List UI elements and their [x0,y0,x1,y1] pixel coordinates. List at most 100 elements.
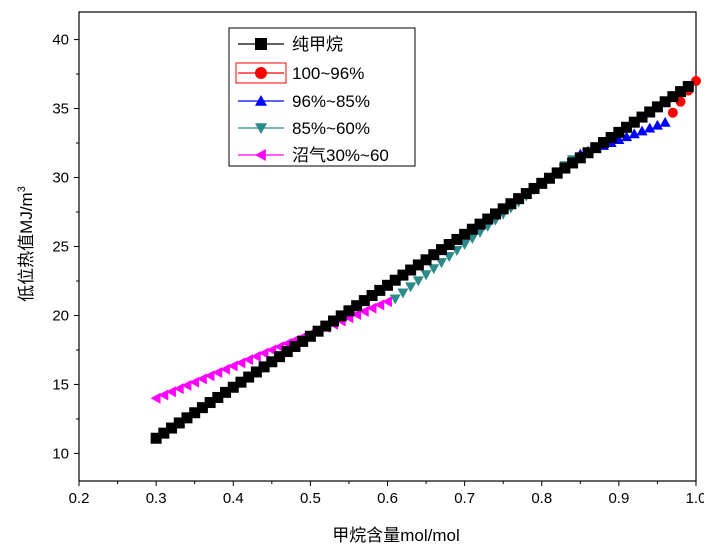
data-point [281,346,293,358]
data-point [435,244,447,256]
y-tick-label: 30 [52,170,69,187]
x-tick-label: 0.6 [377,490,398,507]
data-point [667,107,678,118]
data-point [181,412,193,424]
data-point [451,233,463,245]
data-point [528,182,540,194]
x-tick-label: 0.2 [69,490,90,507]
data-point [266,344,277,356]
data-point [428,249,440,261]
data-point [659,116,671,127]
legend-marker [255,123,267,134]
data-point [243,371,255,383]
data-point [266,356,278,368]
data-point [628,116,640,128]
data-point [220,386,232,398]
data-point [212,391,224,403]
data-point [243,354,254,366]
data-point [343,305,355,317]
x-axis-title: 甲烷含量mol/mol [332,526,460,545]
data-point [574,152,586,164]
x-tick-label: 1.0 [686,490,704,507]
data-point [235,376,247,388]
data-point [397,288,409,299]
data-point [389,294,401,305]
axis-ticks: 0.2 0.3 0.4 0.5 0.6 0.7 0.8 0.9 1.0 10 15 20 25 30 35 4… [52,32,704,507]
y-axis-title: 低位热值MJ/m3 [16,186,36,302]
data-point [474,218,486,230]
data-point [297,335,309,347]
data-point [366,302,377,314]
series-0 [150,80,694,444]
data-point [489,208,501,220]
data-point [304,330,316,342]
legend-highlight-box [235,62,287,84]
data-point [351,309,362,321]
y-axis-title-sup: 3 [16,186,28,192]
data-point [428,264,440,275]
data-point [158,427,170,439]
data-point [675,86,687,98]
y-axis-title-main: 低位热值MJ/m [17,192,36,302]
data-point [351,300,363,312]
data-point [644,106,656,118]
data-point [505,198,517,210]
data-point [389,274,401,286]
legend-marker [255,38,267,50]
legend-item: 纯甲烷 [238,35,343,54]
data-point [196,402,208,414]
data-point [158,389,169,401]
x-tick-label: 0.4 [223,490,244,507]
data-point [405,282,417,293]
y-tick-label: 40 [52,32,69,49]
data-point [312,325,324,337]
data-point [513,193,525,205]
y-tick-label: 10 [52,445,69,462]
y-tick-label: 25 [52,239,69,256]
data-point [613,126,625,138]
data-point [636,125,648,136]
data-point [204,370,215,382]
data-point [189,407,201,419]
data-points [150,75,701,444]
data-point [590,142,602,154]
data-point [274,341,284,353]
legend: 纯甲烷 100~96% 96%~85% 85%~60% 沼气30%~60 [228,27,416,167]
data-point [274,351,286,363]
y-tick-label: 15 [52,376,69,393]
legend-items: 纯甲烷 100~96% 96%~85% 85%~60% 沼气30%~60 [235,35,389,165]
data-point [682,80,694,92]
data-point [459,228,471,240]
data-point [258,361,270,373]
data-point [543,172,555,184]
data-point [150,432,162,444]
data-point [235,357,246,369]
data-point [335,310,347,322]
data-point [150,392,161,404]
legend-marker [255,149,266,161]
data-point [621,131,633,142]
legend-item: 100~96% [235,62,364,84]
y-tick-label: 35 [52,101,69,118]
legend-label: 85%~60% [292,119,370,138]
data-point [250,366,262,378]
x-tick-label: 0.8 [531,490,552,507]
data-point [497,203,509,215]
data-point [482,213,494,225]
data-point [212,366,223,378]
y-tick-label: 20 [52,307,69,324]
data-point [258,347,269,359]
data-point [582,147,594,159]
legend-marker [255,67,267,79]
legend-item: 85%~60% [238,119,370,138]
data-point [621,121,633,133]
x-tick-label: 0.7 [454,490,475,507]
data-point [196,373,207,385]
legend-item: 沼气30%~60 [238,146,389,165]
data-point [667,91,679,103]
legend-label: 纯甲烷 [292,35,343,54]
data-point [536,177,548,189]
data-point [651,119,663,130]
